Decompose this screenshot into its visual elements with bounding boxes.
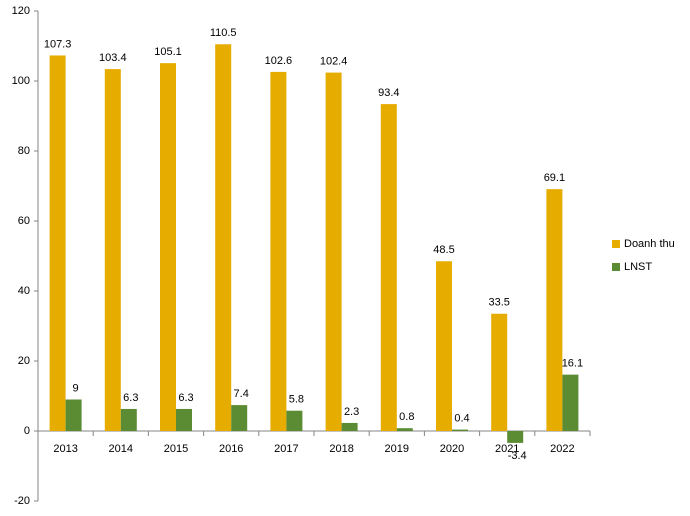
value-label: 6.3	[123, 392, 138, 404]
value-label: 48.5	[433, 244, 454, 256]
x-tick-label: 2016	[219, 443, 243, 455]
value-label: 102.4	[320, 56, 348, 68]
bar	[286, 410, 303, 431]
x-tick-label: 2013	[53, 443, 77, 455]
bar	[176, 408, 192, 431]
x-tick-label: 2015	[164, 443, 188, 455]
value-label: 33.5	[488, 297, 509, 309]
value-label: 5.8	[289, 394, 304, 406]
value-label: 0.8	[399, 411, 414, 423]
y-tick-label: -20	[14, 495, 30, 507]
x-tick-label: 2014	[109, 443, 133, 455]
y-tick-label: 80	[18, 145, 30, 157]
value-label: 7.4	[234, 388, 249, 400]
bar	[325, 72, 342, 431]
value-label: 9	[73, 382, 79, 394]
legend-label: LNST	[624, 261, 652, 273]
x-tick-label: 2021	[495, 443, 519, 455]
bar	[215, 44, 232, 431]
bar	[120, 408, 137, 431]
bar	[341, 422, 358, 431]
bar	[270, 71, 287, 432]
value-label: 16.1	[562, 358, 583, 370]
value-label: 93.4	[378, 87, 399, 99]
value-label: 107.3	[44, 38, 72, 50]
bar	[380, 104, 397, 431]
value-label: 6.3	[178, 392, 193, 404]
bar	[546, 189, 563, 431]
bar	[49, 55, 66, 431]
bar	[436, 261, 452, 431]
x-tick-label: 2022	[550, 443, 574, 455]
y-tick-label: 20	[18, 355, 30, 367]
bar	[396, 428, 413, 431]
value-label: 110.5	[210, 27, 237, 39]
legend-label: Doanh thu	[624, 238, 675, 250]
bar	[160, 63, 176, 432]
y-tick-label: 60	[18, 215, 30, 227]
y-tick-label: 100	[12, 75, 30, 87]
bar	[231, 405, 248, 431]
x-tick-label: 2020	[440, 443, 464, 455]
value-label: 0.4	[454, 413, 469, 425]
x-tick-label: 2018	[329, 443, 353, 455]
bar	[562, 374, 579, 431]
bar	[491, 313, 508, 431]
legend-swatch	[612, 240, 620, 248]
bar	[104, 69, 121, 431]
value-label: 2.3	[344, 406, 359, 418]
x-tick-label: 2019	[385, 443, 409, 455]
value-label: 69.1	[544, 172, 565, 184]
bar	[452, 429, 468, 431]
bar	[65, 399, 82, 431]
y-tick-label: 120	[12, 5, 30, 17]
value-label: -3.4	[508, 450, 527, 462]
y-tick-label: 40	[18, 285, 30, 297]
legend-swatch	[612, 263, 620, 271]
value-label: 102.6	[265, 55, 293, 67]
value-label: 105.1	[154, 46, 182, 58]
x-tick-label: 2017	[274, 443, 298, 455]
bar	[507, 431, 524, 443]
value-label: 103.4	[99, 52, 127, 64]
y-tick-label: 0	[24, 425, 30, 437]
